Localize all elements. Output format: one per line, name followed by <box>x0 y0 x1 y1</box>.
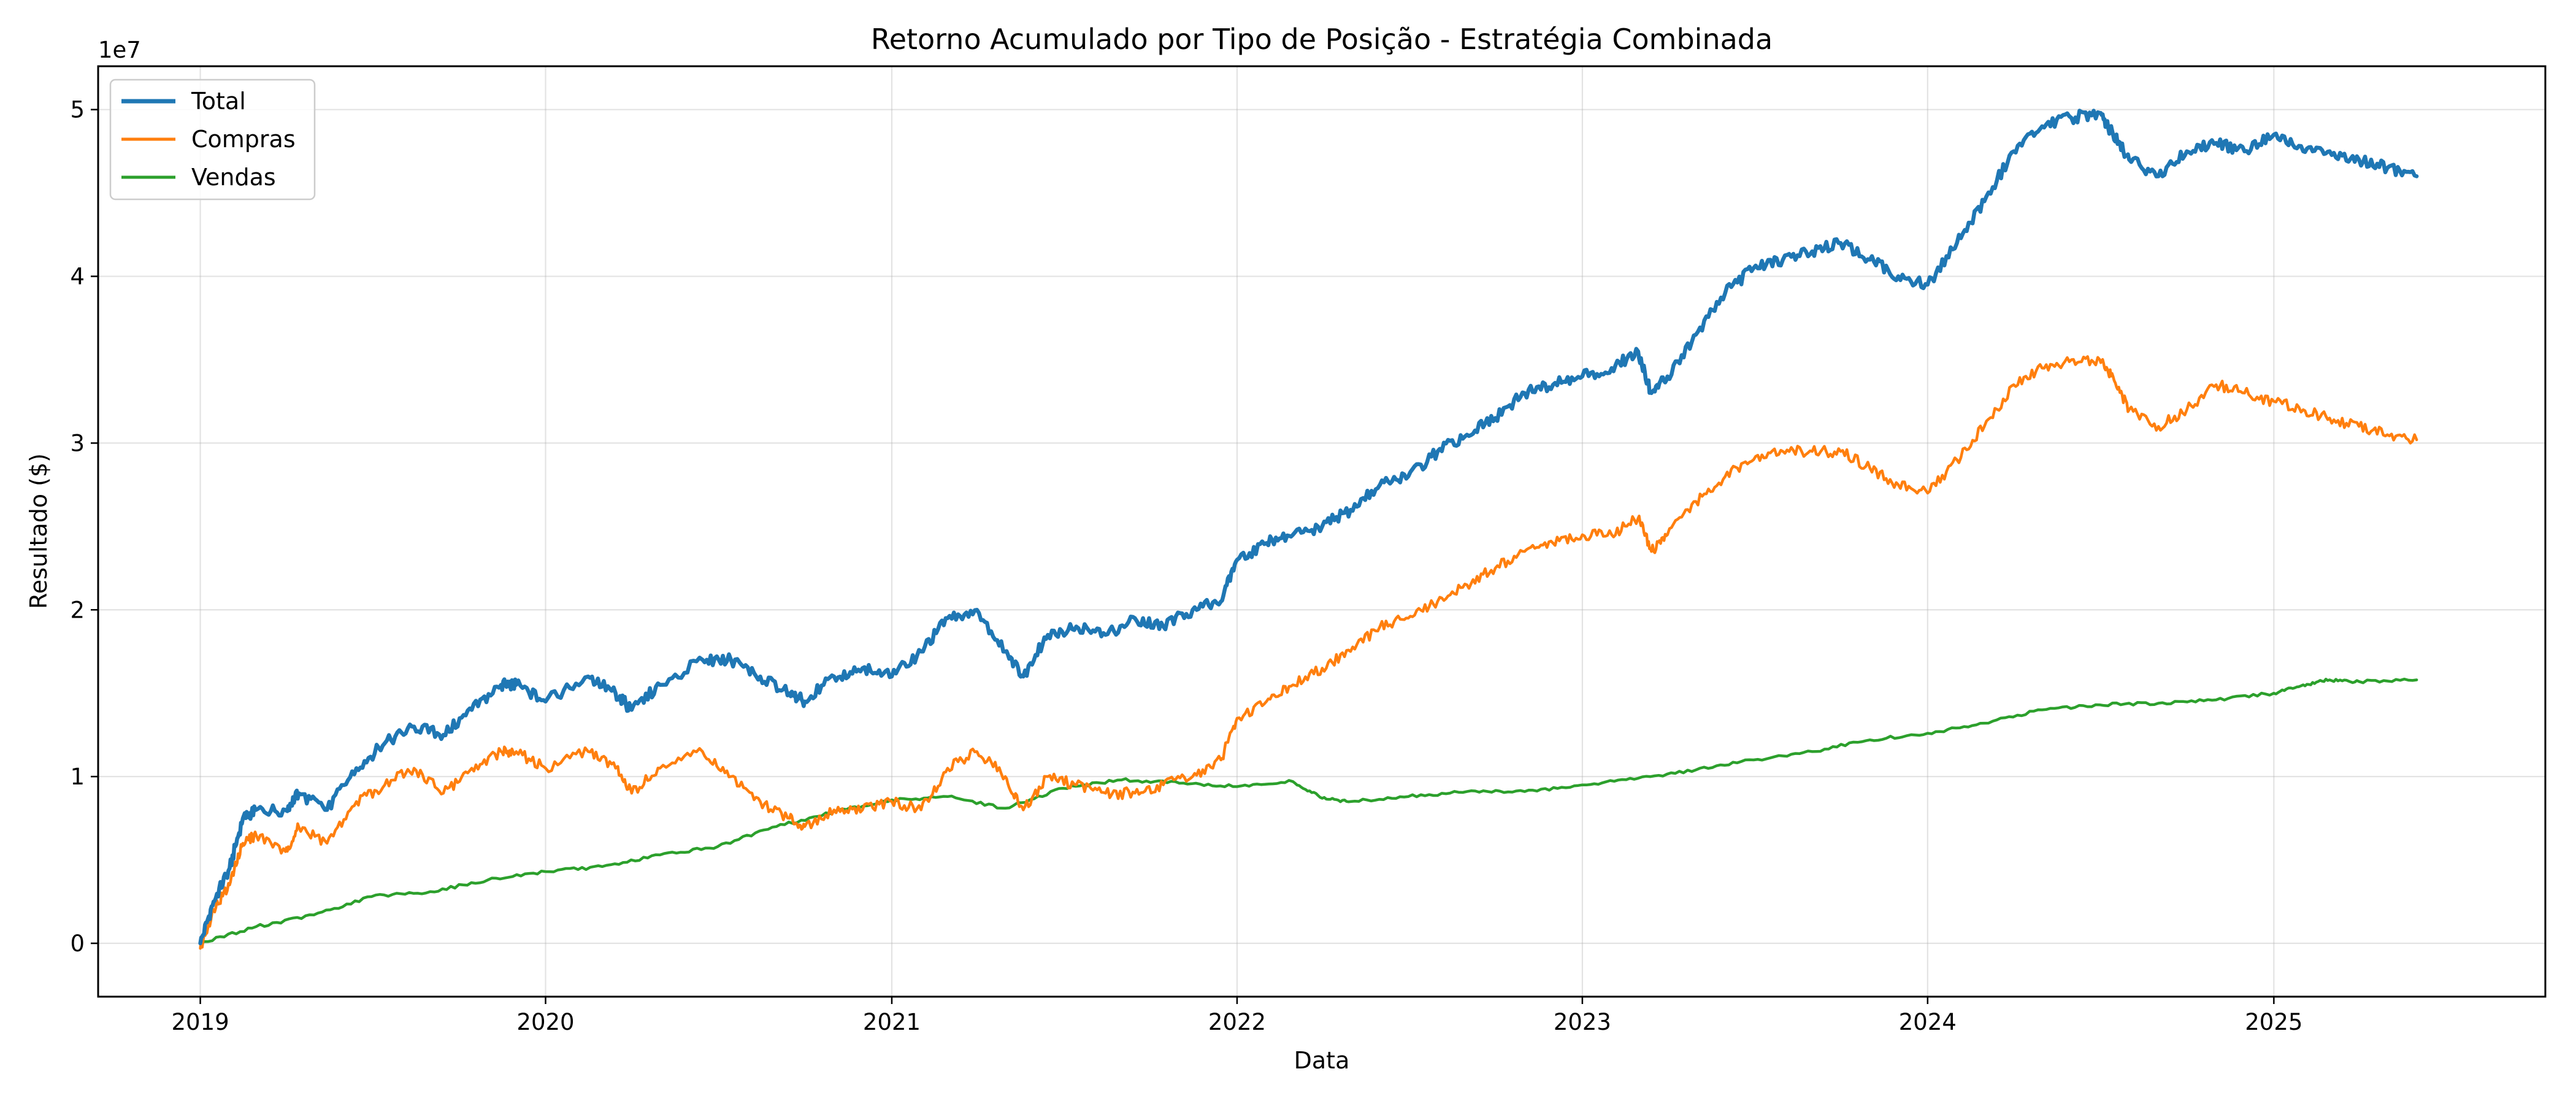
legend: Total Compras Vendas <box>109 79 316 201</box>
series-line-total <box>198 109 2419 946</box>
legend-label-total: Total <box>191 88 246 115</box>
y-axis-offset-label: 1e7 <box>98 37 141 63</box>
series-line-compras <box>199 355 2418 950</box>
legend-items: Total Compras Vendas <box>121 88 296 191</box>
y-tick-label: 4 <box>70 264 85 290</box>
legend-label-compras: Compras <box>191 126 296 153</box>
x-tick-label: 2025 <box>2245 1009 2302 1035</box>
series-layer <box>198 109 2419 950</box>
x-axis: 2019 2020 2021 2022 2023 2024 2025 <box>171 997 2302 1035</box>
y-tick-label: 1 <box>70 764 85 790</box>
x-tick-label: 2024 <box>1899 1009 1957 1035</box>
y-tick-label: 5 <box>70 97 85 123</box>
x-axis-label: Data <box>1294 1047 1350 1074</box>
y-axis-label: Resultado ($) <box>25 453 52 609</box>
x-tick-label: 2020 <box>516 1009 574 1035</box>
grid-layer <box>98 66 2545 997</box>
x-tick-label: 2022 <box>1208 1009 1266 1035</box>
chart-title: Retorno Acumulado por Tipo de Posição - … <box>871 23 1773 56</box>
legend-box <box>109 79 316 201</box>
y-tick-label: 0 <box>70 930 85 957</box>
x-tick-label: 2019 <box>171 1009 229 1035</box>
plot-frame <box>97 65 2547 998</box>
series-line-vendas <box>199 677 2418 945</box>
x-tick-label: 2021 <box>863 1009 921 1035</box>
x-tick-label: 2023 <box>1554 1009 1611 1035</box>
y-axis: 0 1 2 3 4 5 <box>70 97 98 957</box>
y-tick-label: 2 <box>70 597 85 623</box>
y-tick-label: 3 <box>70 430 85 456</box>
legend-label-vendas: Vendas <box>191 164 276 191</box>
